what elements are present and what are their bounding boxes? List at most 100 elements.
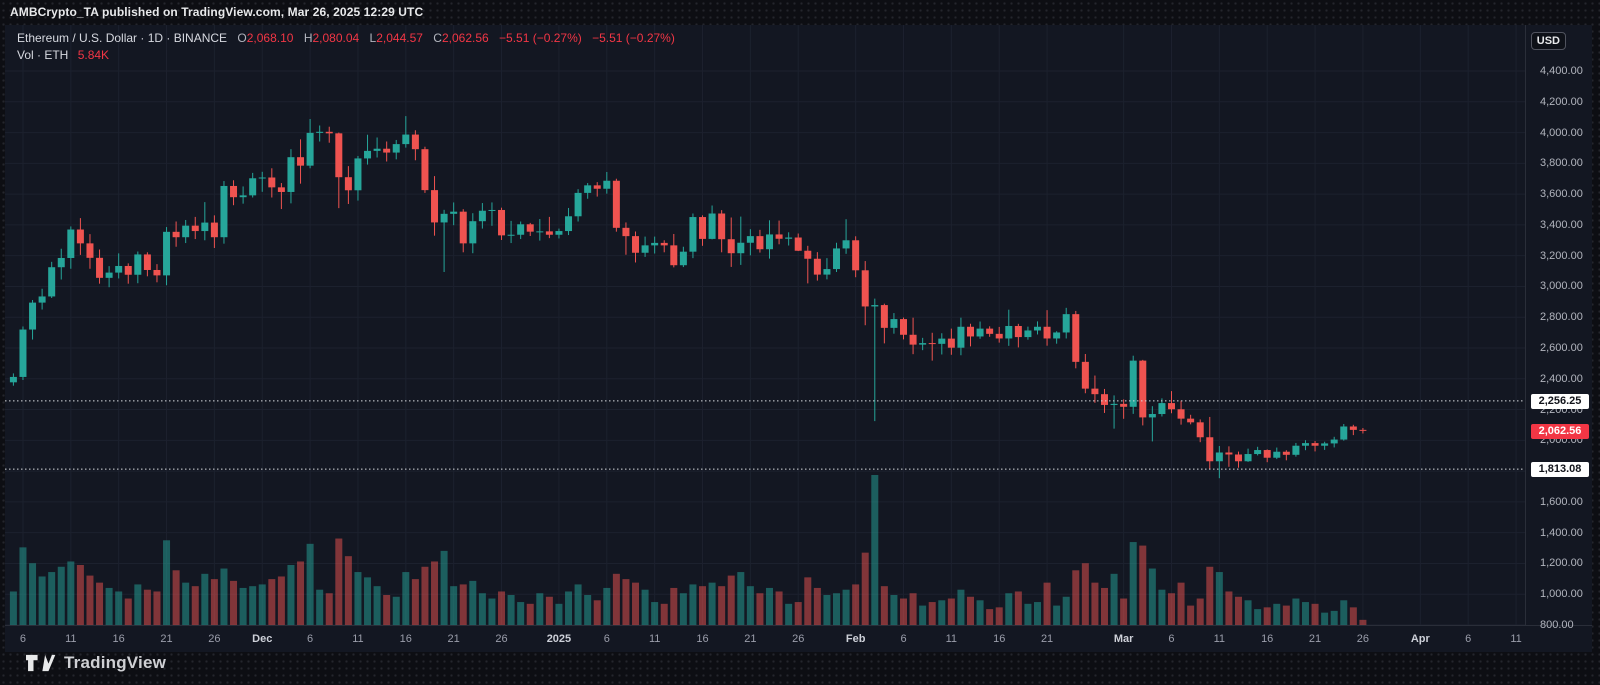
volume-bar xyxy=(38,576,46,625)
volume-bar xyxy=(1081,563,1089,625)
symbol-title[interactable]: Ethereum / U.S. Dollar · 1D · BINANCE xyxy=(17,31,228,45)
volume-bar xyxy=(565,591,573,625)
time-tick-label[interactable]: 11 xyxy=(1213,633,1226,645)
price-tick-label[interactable]: 1,200.00 xyxy=(1540,557,1583,570)
volume-bar xyxy=(517,602,525,625)
tradingview-logo[interactable]: TradingView xyxy=(26,653,166,673)
volume-bar xyxy=(1215,572,1223,625)
volume-bar xyxy=(29,563,37,625)
volume-bar xyxy=(19,547,27,625)
volume-bar xyxy=(1349,607,1357,625)
price-tick-label[interactable]: 800.00 xyxy=(1540,619,1574,631)
volume-bar xyxy=(1359,619,1367,625)
candle-body xyxy=(373,148,381,151)
time-tick-label[interactable]: 6 xyxy=(19,633,27,645)
candle-body xyxy=(268,177,276,188)
candle-body xyxy=(1072,314,1080,362)
legend-row-symbol: Ethereum / U.S. Dollar · 1D · BINANCE O2… xyxy=(17,30,675,46)
time-tick-label[interactable]: 11 xyxy=(65,633,77,645)
time-tick-label[interactable]: 21 xyxy=(447,633,460,645)
time-tick-label[interactable]: 6 xyxy=(603,633,610,645)
price-chart-canvas[interactable] xyxy=(5,25,1592,652)
time-tick-label[interactable]: 16 xyxy=(993,633,1006,645)
price-tick-label[interactable]: 3,200.00 xyxy=(1540,249,1583,262)
volume-bar xyxy=(603,587,611,625)
candle-body xyxy=(201,222,209,232)
open-value: 2,068.10 xyxy=(246,31,294,45)
price-tick-label[interactable]: 4,200.00 xyxy=(1540,95,1583,108)
time-tick-label[interactable]: 21 xyxy=(1040,633,1054,645)
time-tick-label[interactable]: 6 xyxy=(307,633,314,645)
price-tick-label[interactable]: 1,600.00 xyxy=(1540,495,1583,508)
volume-bar xyxy=(708,582,716,625)
price-tick-label[interactable]: 3,600.00 xyxy=(1540,188,1583,201)
time-tick-label[interactable]: 2025 xyxy=(546,633,572,645)
price-tick-label[interactable]: 4,000.00 xyxy=(1540,126,1583,139)
volume-bar xyxy=(421,566,429,625)
time-tick-label[interactable]: 6 xyxy=(1168,633,1175,645)
time-tick-label[interactable]: 16 xyxy=(696,633,709,645)
candle-body xyxy=(612,180,620,228)
price-tick-label[interactable]: 1,000.00 xyxy=(1540,588,1583,601)
candle-body xyxy=(526,224,534,232)
volume-bar xyxy=(641,589,649,625)
price-tick-label[interactable]: 3,800.00 xyxy=(1540,157,1583,170)
time-tick-label[interactable]: 16 xyxy=(112,633,125,645)
volume-bar xyxy=(163,540,171,625)
time-tick-label[interactable]: 11 xyxy=(945,633,958,645)
price-tick-label[interactable]: 3,400.00 xyxy=(1540,218,1583,231)
time-tick-label[interactable]: 26 xyxy=(1356,633,1370,645)
candle-body xyxy=(440,213,448,223)
time-tick-label[interactable]: 21 xyxy=(1308,633,1322,645)
volume-bar xyxy=(1273,603,1281,625)
candle-body xyxy=(1014,326,1022,338)
volume-bar xyxy=(105,587,113,625)
time-tick-label[interactable]: Apr xyxy=(1410,633,1430,645)
price-tick-label[interactable]: 3,000.00 xyxy=(1540,280,1583,293)
time-tick-label[interactable]: 16 xyxy=(399,633,412,645)
volume-bar xyxy=(957,589,965,625)
volume-bar xyxy=(459,584,467,625)
volume-label[interactable]: Vol · ETH xyxy=(17,48,69,62)
candle-body xyxy=(1187,418,1195,423)
volume-bar xyxy=(210,579,218,625)
candle-body xyxy=(995,333,1003,339)
volume-bar xyxy=(679,593,687,625)
time-tick-label[interactable]: 6 xyxy=(1465,633,1472,645)
time-tick-label[interactable]: Feb xyxy=(845,633,866,645)
candle-body xyxy=(134,254,142,275)
volume-bar xyxy=(928,602,936,625)
time-tick-label[interactable]: 16 xyxy=(1261,633,1274,645)
candle-body xyxy=(1321,443,1329,446)
price-tick-label[interactable]: 4,400.00 xyxy=(1540,65,1583,77)
time-tick-label[interactable]: Dec xyxy=(252,633,273,645)
candle-body xyxy=(1091,388,1099,395)
candle-body xyxy=(306,132,314,166)
candle-body xyxy=(19,329,27,377)
candle-body xyxy=(938,338,946,344)
price-tick-label[interactable]: 1,400.00 xyxy=(1540,526,1583,539)
time-tick-label[interactable]: 6 xyxy=(900,633,907,645)
time-tick-label[interactable]: 21 xyxy=(160,633,173,645)
currency-toggle-button[interactable]: USD xyxy=(1530,32,1566,50)
price-tick-label[interactable]: 2,600.00 xyxy=(1540,342,1583,354)
time-tick-label[interactable]: 11 xyxy=(648,633,661,645)
time-tick-label[interactable]: 11 xyxy=(1510,633,1522,645)
volume-bar xyxy=(96,582,104,625)
time-tick-label[interactable]: 26 xyxy=(792,633,805,645)
time-tick-label[interactable]: 21 xyxy=(744,633,757,645)
volume-bar xyxy=(1292,598,1300,625)
candle-body xyxy=(660,242,668,246)
volume-bar xyxy=(1043,582,1051,625)
price-tick-label[interactable]: 2,800.00 xyxy=(1540,311,1583,324)
time-tick-label[interactable]: 11 xyxy=(352,633,364,645)
candle-body xyxy=(622,227,630,237)
time-tick-label[interactable]: 26 xyxy=(495,633,508,645)
close-letter: C xyxy=(433,31,442,45)
candle-body xyxy=(182,225,190,238)
time-tick-label[interactable]: 26 xyxy=(208,633,221,645)
time-tick-label[interactable]: Mar xyxy=(1113,633,1134,645)
price-tick-label[interactable]: 2,400.00 xyxy=(1540,372,1583,385)
volume-bar xyxy=(1263,607,1271,625)
volume-bar xyxy=(880,586,888,625)
